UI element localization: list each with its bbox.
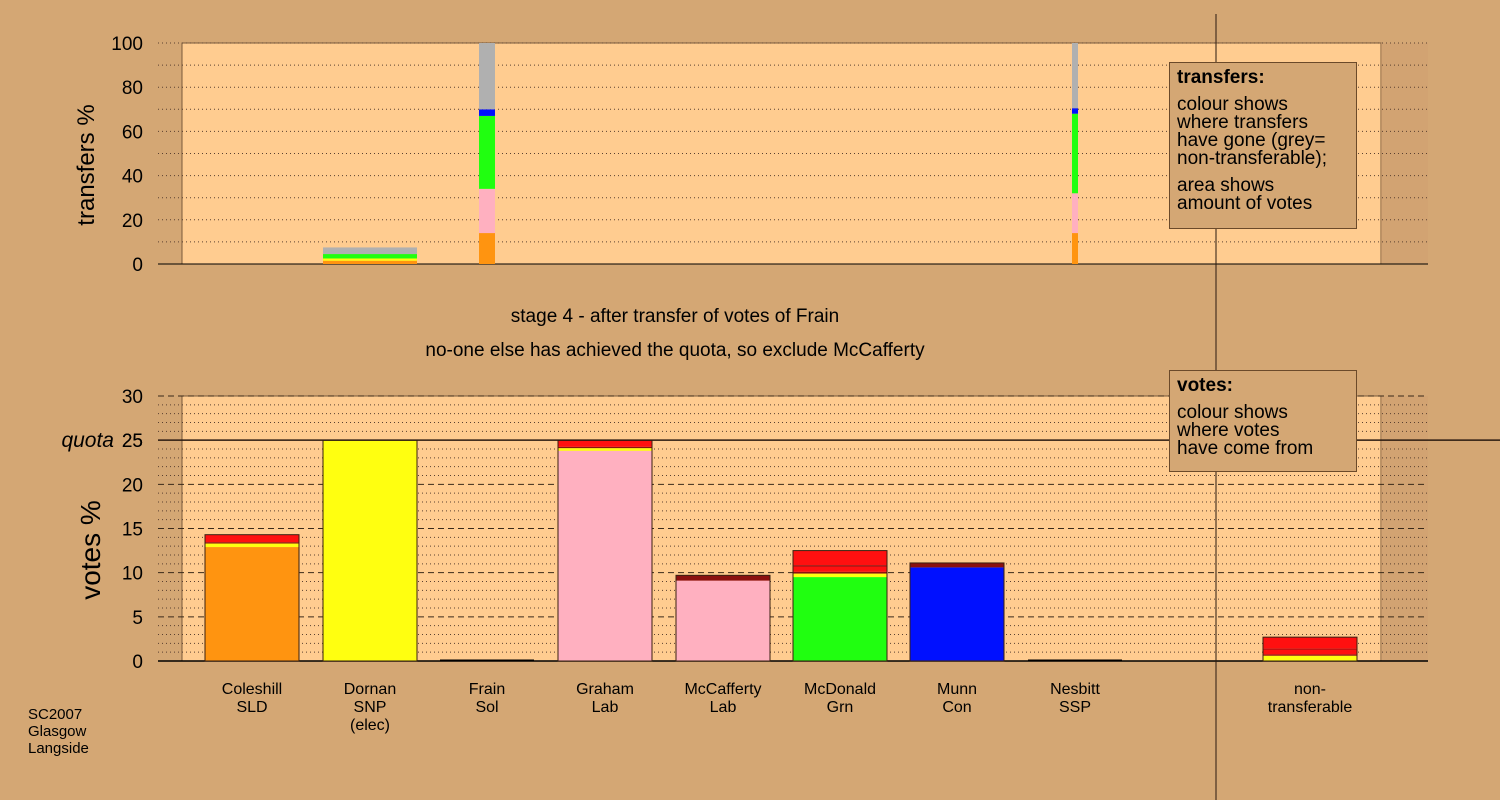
- votes-legend-line: colour shows: [1177, 402, 1288, 423]
- election-footer: SC2007 Glasgow Langside: [28, 706, 89, 757]
- quota-label: quota: [61, 429, 114, 452]
- candidate-label: Nesbitt: [1050, 681, 1100, 698]
- transfers-tick-label: 20: [122, 211, 143, 232]
- candidate-label: Sol: [475, 699, 498, 716]
- vote-bar-outline: [675, 574, 771, 662]
- votes-tick-label: 10: [122, 564, 143, 585]
- transfer-segment: [323, 258, 417, 261]
- candidate-label: Graham: [576, 681, 634, 698]
- transfer-segment: [479, 43, 495, 110]
- votes-tick-label: 25: [122, 431, 143, 452]
- candidate-label: transferable: [1268, 699, 1353, 716]
- vote-segment: [323, 440, 417, 661]
- votes-legend-line: have come from: [1177, 438, 1314, 459]
- stage-subheading: no-one else has achieved the quota, so e…: [425, 340, 925, 361]
- vote-segment: [1263, 654, 1357, 656]
- transfers-tick-label: 100: [111, 34, 143, 55]
- candidate-label: Dornan: [344, 681, 396, 698]
- vote-segment: [1263, 655, 1357, 661]
- votes-tick-label: 15: [122, 520, 143, 541]
- transfer-segment: [479, 233, 495, 264]
- votes-axis-label: votes %: [75, 500, 106, 600]
- votes-tick-label: 20: [122, 475, 143, 496]
- transfers-legend-line: have gone (grey=: [1177, 130, 1326, 151]
- candidate-label: SSP: [1059, 699, 1091, 716]
- transfers-axis-label: transfers %: [73, 104, 100, 225]
- vote-segment: [793, 571, 887, 574]
- candidate-label: non-: [1294, 681, 1326, 698]
- candidate-label: SNP: [354, 699, 387, 716]
- transfer-segment: [1072, 113, 1078, 194]
- footer-line: Langside: [28, 740, 89, 757]
- vote-segment: [793, 573, 887, 578]
- transfers-tick-label: 40: [122, 167, 143, 188]
- transfer-segment: [1072, 193, 1078, 234]
- vote-segment: [558, 448, 652, 451]
- footer-line: Glasgow: [28, 723, 87, 740]
- votes-legend-box: votes: colour shows where votes have com…: [1169, 370, 1357, 472]
- votes-legend-heading: votes:: [1177, 375, 1233, 396]
- candidate-label: Coleshill: [222, 681, 282, 698]
- vote-segment: [205, 534, 299, 543]
- transfers-legend-line: amount of votes: [1177, 193, 1313, 214]
- votes-legend-line: where votes: [1177, 420, 1280, 441]
- transfer-segment: [479, 109, 495, 116]
- vote-bar-outline: [792, 550, 888, 662]
- vote-segment: [205, 543, 299, 548]
- vote-segment: [1263, 648, 1357, 650]
- vote-segment: [910, 562, 1004, 568]
- candidate-label: Lab: [592, 699, 619, 716]
- vote-segment: [676, 580, 770, 661]
- candidate-label: Lab: [710, 699, 737, 716]
- candidate-label: SLD: [236, 699, 267, 716]
- transfers-legend-line: where transfers: [1177, 112, 1308, 133]
- vote-segment: [910, 567, 1004, 661]
- vote-segment: [793, 565, 887, 567]
- vote-bar-outline: [1262, 636, 1358, 662]
- transfers-tick-label: 60: [122, 122, 143, 143]
- transfers-legend-line: colour shows: [1177, 94, 1288, 115]
- vote-segment: [1263, 649, 1357, 655]
- transfers-legend-heading: transfers:: [1177, 67, 1265, 88]
- candidate-label: McCafferty: [684, 681, 761, 698]
- vote-bar-outline: [204, 534, 300, 662]
- candidate-label: Frain: [469, 681, 505, 698]
- candidate-label: Munn: [937, 681, 977, 698]
- votes-tick-label: 0: [132, 652, 143, 673]
- candidate-label: McDonald: [804, 681, 876, 698]
- votes-tick-label: 30: [122, 387, 143, 408]
- transfers-plot-margin: [1381, 43, 1428, 264]
- transfer-segment: [323, 247, 417, 255]
- votes-tick-label: 5: [132, 608, 143, 629]
- vote-bar-outline: [909, 562, 1005, 662]
- transfer-segment: [1072, 233, 1078, 264]
- vote-segment: [205, 547, 299, 661]
- vote-segment: [793, 566, 887, 572]
- vote-segment: [793, 550, 887, 566]
- transfers-legend-line: area shows: [1177, 175, 1275, 196]
- candidate-label: Con: [942, 699, 971, 716]
- transfers-legend-box: transfers: colour shows where transfers …: [1169, 62, 1357, 229]
- vote-segment: [205, 542, 299, 544]
- transfer-segment: [479, 115, 495, 189]
- transfer-segment: [323, 254, 417, 259]
- transfers-tick-label: 0: [132, 255, 143, 276]
- transfers-legend-line: non-transferable);: [1177, 148, 1327, 169]
- candidate-label: Grn: [827, 699, 854, 716]
- votes-tick-label: 25: [122, 431, 143, 452]
- transfer-segment: [323, 260, 417, 264]
- transfer-segment: [1072, 108, 1078, 114]
- vote-segment: [558, 446, 652, 449]
- vote-segment: [1263, 637, 1357, 649]
- transfers-tick-label: 80: [122, 78, 143, 99]
- transfer-segment: [479, 188, 495, 234]
- vote-segment: [558, 440, 652, 447]
- transfer-segment: [1072, 43, 1078, 109]
- vote-segment: [793, 577, 887, 661]
- vote-segment: [676, 575, 770, 581]
- candidate-label: (elec): [350, 717, 390, 734]
- stage-heading: stage 4 - after transfer of votes of Fra…: [510, 306, 840, 327]
- vote-segment: [558, 450, 652, 661]
- footer-line: SC2007: [28, 706, 83, 723]
